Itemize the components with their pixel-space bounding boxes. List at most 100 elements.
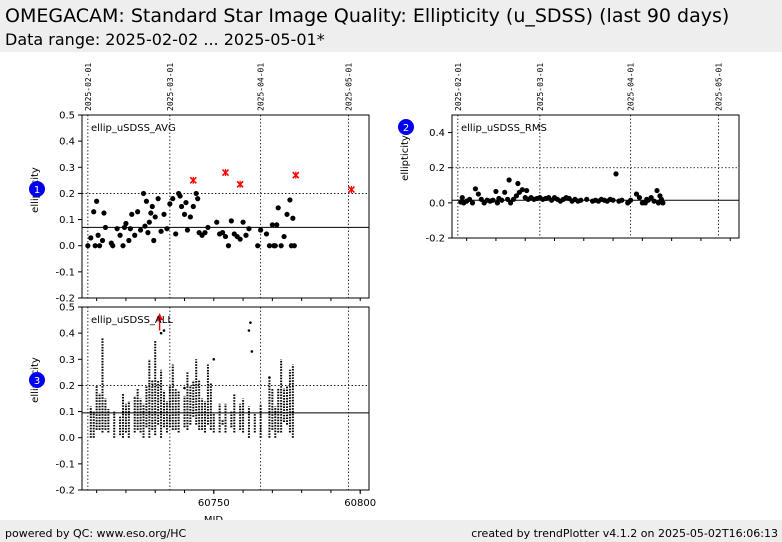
x-tick-label: 60800 (344, 498, 376, 509)
data-point (478, 196, 484, 202)
data-point (249, 321, 252, 324)
page-title: OMEGACAM: Standard Star Image Quality: E… (5, 5, 730, 27)
data-point (272, 243, 278, 249)
data-point (246, 226, 252, 232)
y-tick-label: 0.0 (59, 241, 75, 252)
data-point (184, 227, 191, 233)
date-marker-label: 2025-03-01 (536, 63, 545, 111)
data-point (155, 196, 161, 202)
trend-plots: 2025-02-01 2025-03-01 2025-04-01 2025-05-01… (29, 63, 740, 520)
outlier-point (292, 171, 300, 179)
data-point (195, 196, 201, 202)
data-point (515, 180, 521, 187)
data-point (126, 237, 132, 244)
data-point (278, 243, 284, 249)
footer-credit: powered by QC: www.eso.org/HC (5, 527, 187, 540)
data-point (127, 226, 133, 232)
data-point (651, 198, 657, 204)
footer-created: created by trendPlotter v4.1.2 on 2025-0… (471, 527, 778, 540)
data-point (628, 197, 634, 203)
date-marker-label: 2025-04-01 (257, 63, 266, 111)
outlier-point (221, 168, 230, 177)
panel-badge: 1 (29, 181, 45, 197)
data-point (129, 211, 135, 217)
data-point (506, 177, 512, 183)
data-point (284, 211, 290, 217)
data-point (193, 190, 199, 197)
data-point (619, 197, 625, 203)
y-tick-label: -0.2 (425, 234, 445, 245)
data-point (181, 211, 188, 217)
data-point (633, 191, 640, 197)
data-point (459, 194, 465, 201)
data-point (88, 235, 94, 241)
data-point (99, 237, 106, 244)
data-point (505, 196, 511, 202)
data-point (502, 189, 508, 195)
panel-badge-number: 2 (403, 123, 409, 134)
x-tick-label: 60750 (198, 498, 230, 509)
y-tick-label: 0.2 (429, 163, 445, 174)
data-point (510, 196, 517, 202)
y-tick-label: 0.1 (59, 407, 75, 418)
data-point (162, 329, 166, 332)
data-point (225, 243, 232, 249)
data-point (499, 197, 505, 203)
data-series (89, 313, 294, 438)
data-point (228, 218, 234, 224)
y-tick-label: 0.1 (59, 215, 75, 226)
data-point (613, 171, 619, 177)
chart-panel-3: 0.5 0.4 0.3 0.2 0.1 0.0 -0.1 -0.2 60750 60800 MJD e… (29, 303, 376, 520)
data-point (475, 191, 481, 197)
outlier-point (189, 176, 197, 184)
data-point (237, 236, 243, 242)
data-point (466, 196, 473, 202)
data-point (137, 227, 144, 233)
data-point (142, 223, 148, 229)
data-point (167, 201, 173, 207)
data-point (92, 243, 98, 249)
y-tick-label: -0.2 (55, 294, 75, 305)
y-tick-label: 0.5 (59, 303, 75, 314)
data-point (170, 196, 176, 202)
data-point (212, 357, 216, 361)
data-point (250, 350, 254, 353)
y-tick-label: -0.2 (55, 486, 75, 497)
header-bar: OMEGACAM: Standard Star Image Quality: E… (0, 0, 782, 52)
data-point (469, 200, 476, 206)
data-point (177, 193, 183, 199)
data-point (269, 222, 275, 228)
data-point (263, 231, 270, 237)
data-point (159, 331, 163, 335)
y-tick-label: 0.0 (59, 433, 75, 444)
panel-badge-number: 3 (34, 376, 40, 387)
data-point (519, 187, 525, 193)
data-point (660, 200, 666, 206)
data-point (145, 230, 151, 236)
y-tick-label: 0.5 (59, 111, 75, 122)
data-point (655, 200, 662, 206)
y-tick-label: 0.2 (59, 189, 75, 200)
data-point (151, 237, 157, 244)
data-point (173, 231, 179, 237)
footer-bar: powered by QC: www.eso.org/HC created by… (0, 520, 782, 542)
y-tick-label: 0.3 (59, 355, 75, 366)
data-point (275, 205, 281, 211)
data-point (102, 224, 109, 231)
data-point (636, 194, 643, 201)
y-tick-label: 0.4 (429, 128, 445, 139)
data-point (164, 226, 170, 232)
data-point (187, 214, 193, 220)
y-tick-label: -0.1 (55, 267, 75, 278)
data-point (524, 187, 530, 194)
data-point (85, 243, 91, 249)
data-range-subtitle: Data range: 2025-02-02 ... 2025-05-01* (5, 30, 325, 49)
data-point (258, 227, 264, 233)
panel-label: ellip_uSDSS_RMS (461, 123, 547, 134)
data-point (513, 193, 520, 199)
panel-label: ellip_uSDSS_ALL (91, 315, 173, 326)
y-tick-label: 0.3 (59, 163, 75, 174)
chart-panel-2: 2025-02-01 2025-03-01 2025-04-01 2025-05-01… (398, 63, 740, 245)
y-tick-label: 0.4 (59, 329, 75, 340)
data-series (458, 171, 666, 206)
